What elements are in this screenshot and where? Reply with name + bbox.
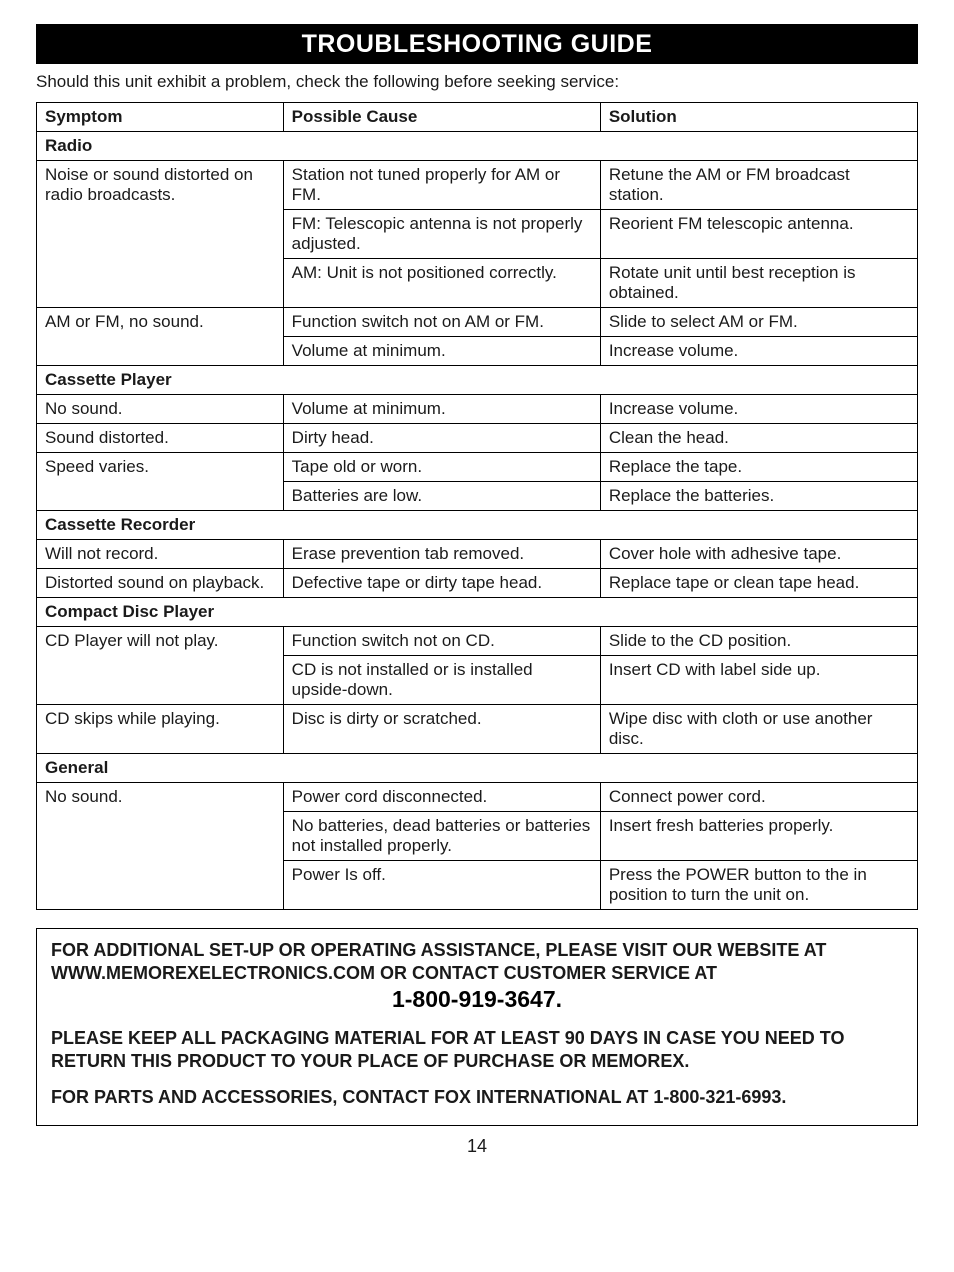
section-cd-player: Compact Disc Player (37, 598, 918, 627)
header-solution: Solution (600, 103, 917, 132)
cell-solution: Wipe disc with cloth or use another disc… (600, 705, 917, 754)
footer-packaging: PLEASE KEEP ALL PACKAGING MATERIAL FOR A… (51, 1027, 903, 1072)
table-row: Noise or sound distorted on radio broadc… (37, 161, 918, 210)
section-label: Cassette Recorder (37, 511, 918, 540)
cell-cause: Function switch not on CD. (283, 627, 600, 656)
table-row: CD skips while playing. Disc is dirty or… (37, 705, 918, 754)
table-row: Speed varies. Tape old or worn. Replace … (37, 453, 918, 482)
cell-solution: Clean the head. (600, 424, 917, 453)
troubleshooting-table: Symptom Possible Cause Solution Radio No… (36, 102, 918, 910)
table-row: Sound distorted. Dirty head. Clean the h… (37, 424, 918, 453)
section-cassette-recorder: Cassette Recorder (37, 511, 918, 540)
cell-solution: Slide to the CD position. (600, 627, 917, 656)
cell-solution: Replace the tape. (600, 453, 917, 482)
table-header-row: Symptom Possible Cause Solution (37, 103, 918, 132)
cell-symptom: No sound. (37, 395, 284, 424)
cell-solution: Connect power cord. (600, 783, 917, 812)
section-label: General (37, 754, 918, 783)
cell-cause: Defective tape or dirty tape head. (283, 569, 600, 598)
footer-box: FOR ADDITIONAL SET-UP OR OPERATING ASSIS… (36, 928, 918, 1126)
section-label: Cassette Player (37, 366, 918, 395)
table-row: Distorted sound on playback. Defective t… (37, 569, 918, 598)
intro-text: Should this unit exhibit a problem, chec… (36, 72, 918, 92)
section-general: General (37, 754, 918, 783)
cell-cause: Power cord disconnected. (283, 783, 600, 812)
table-row: No sound. Power cord disconnected. Conne… (37, 783, 918, 812)
cell-cause: Volume at minimum. (283, 395, 600, 424)
cell-symptom: Will not record. (37, 540, 284, 569)
cell-symptom: CD Player will not play. (37, 627, 284, 705)
cell-solution: Increase volume. (600, 337, 917, 366)
table-row: CD Player will not play. Function switch… (37, 627, 918, 656)
footer-parts: FOR PARTS AND ACCESSORIES, CONTACT FOX I… (51, 1086, 903, 1109)
cell-solution: Cover hole with adhesive tape. (600, 540, 917, 569)
cell-cause: AM: Unit is not positioned correctly. (283, 259, 600, 308)
footer-phone: 1-800-919-3647. (51, 986, 903, 1013)
cell-cause: No batteries, dead batteries or batterie… (283, 812, 600, 861)
cell-solution: Insert fresh batteries properly. (600, 812, 917, 861)
cell-cause: Station not tuned properly for AM or FM. (283, 161, 600, 210)
cell-symptom: Noise or sound distorted on radio broadc… (37, 161, 284, 308)
cell-solution: Replace tape or clean tape head. (600, 569, 917, 598)
section-radio: Radio (37, 132, 918, 161)
cell-cause: Dirty head. (283, 424, 600, 453)
cell-solution: Insert CD with label side up. (600, 656, 917, 705)
table-row: Will not record. Erase prevention tab re… (37, 540, 918, 569)
cell-symptom: AM or FM, no sound. (37, 308, 284, 366)
section-label: Radio (37, 132, 918, 161)
table-row: No sound. Volume at minimum. Increase vo… (37, 395, 918, 424)
cell-cause: FM: Telescopic antenna is not properly a… (283, 210, 600, 259)
page-title: TROUBLESHOOTING GUIDE (36, 24, 918, 64)
cell-solution: Slide to select AM or FM. (600, 308, 917, 337)
cell-solution: Increase volume. (600, 395, 917, 424)
cell-symptom: Distorted sound on playback. (37, 569, 284, 598)
cell-symptom: CD skips while playing. (37, 705, 284, 754)
cell-cause: Function switch not on AM or FM. (283, 308, 600, 337)
page-number: 14 (36, 1136, 918, 1157)
section-label: Compact Disc Player (37, 598, 918, 627)
cell-solution: Rotate unit until best reception is obta… (600, 259, 917, 308)
cell-solution: Replace the batteries. (600, 482, 917, 511)
cell-symptom: Sound distorted. (37, 424, 284, 453)
cell-solution: Reorient FM telescopic antenna. (600, 210, 917, 259)
cell-cause: Volume at minimum. (283, 337, 600, 366)
cell-solution: Retune the AM or FM broadcast station. (600, 161, 917, 210)
cell-cause: Erase prevention tab removed. (283, 540, 600, 569)
cell-cause: Disc is dirty or scratched. (283, 705, 600, 754)
cell-cause: Power Is off. (283, 861, 600, 910)
cell-cause: CD is not installed or is installed upsi… (283, 656, 600, 705)
header-symptom: Symptom (37, 103, 284, 132)
section-cassette-player: Cassette Player (37, 366, 918, 395)
cell-solution: Press the POWER button to the in positio… (600, 861, 917, 910)
cell-cause: Tape old or worn. (283, 453, 600, 482)
cell-symptom: Speed varies. (37, 453, 284, 511)
cell-cause: Batteries are low. (283, 482, 600, 511)
table-row: AM or FM, no sound. Function switch not … (37, 308, 918, 337)
header-cause: Possible Cause (283, 103, 600, 132)
footer-assistance: FOR ADDITIONAL SET-UP OR OPERATING ASSIS… (51, 939, 903, 984)
cell-symptom: No sound. (37, 783, 284, 910)
